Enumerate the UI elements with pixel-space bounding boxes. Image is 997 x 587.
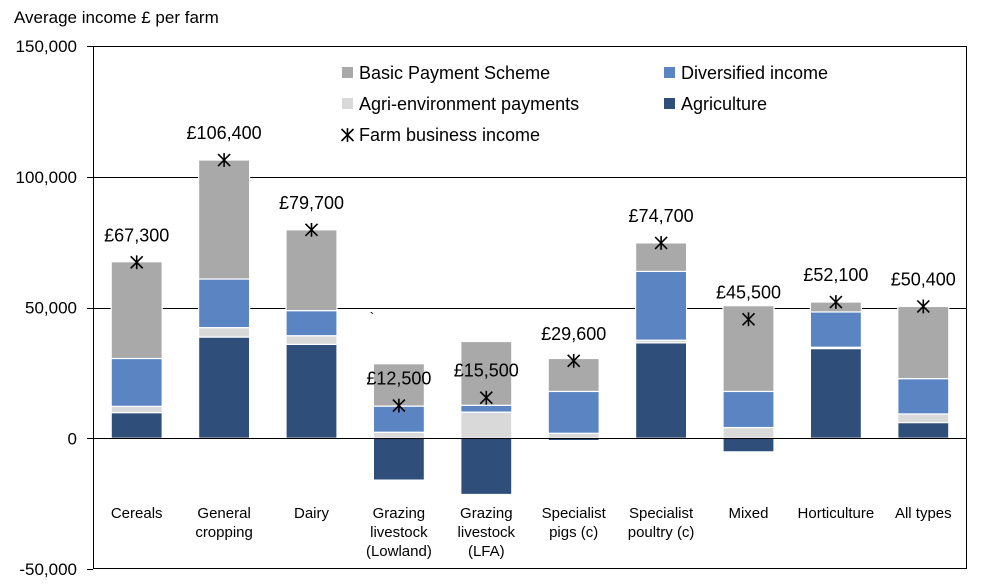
farm-business-income-markers xyxy=(130,153,930,413)
bar-segment xyxy=(198,336,251,439)
axes xyxy=(87,46,967,570)
bar-segment xyxy=(285,343,338,439)
bar-segment xyxy=(897,413,950,424)
fbi-value-label: £15,500 xyxy=(454,361,519,381)
bar-segment xyxy=(110,261,163,360)
bar-segment xyxy=(198,278,251,329)
fbi-value-label: £106,400 xyxy=(187,123,262,143)
bar-segment xyxy=(372,431,425,439)
x-tick-label: pigs (c) xyxy=(549,524,598,541)
bar-segment xyxy=(198,327,251,338)
y-axis-title: Average income £ per farm xyxy=(14,8,219,27)
bar-segment xyxy=(897,421,950,439)
x-tick-label: livestock xyxy=(370,524,428,541)
x-tick-label: Cereals xyxy=(111,505,163,522)
fbi-value-label: £12,500 xyxy=(366,369,431,389)
x-tick-label: Specialist xyxy=(542,505,607,522)
x-tick-label: (Lowland) xyxy=(366,543,432,560)
bar-segment xyxy=(809,311,863,348)
fbi-value-label: £67,300 xyxy=(104,225,169,245)
y-tick-label: -50,000 xyxy=(19,560,77,579)
x-tick-label: Horticulture xyxy=(798,505,875,522)
legend-swatch xyxy=(342,98,353,109)
x-tick-label: cropping xyxy=(195,524,253,541)
farm-business-income-marker xyxy=(217,153,231,167)
legend-label: Agri-environment payments xyxy=(359,94,579,114)
fbi-value-label: £45,500 xyxy=(716,282,781,302)
bar-segment xyxy=(110,412,163,439)
farm-business-income-marker xyxy=(392,398,406,413)
bar-segment xyxy=(547,432,600,439)
stacked-bars xyxy=(110,159,950,496)
bar-segment xyxy=(110,357,163,407)
fbi-value-label: £29,600 xyxy=(541,324,606,344)
legend-swatch xyxy=(664,67,675,78)
bar-segment xyxy=(897,305,950,380)
legend: Basic Payment Scheme Diversified income Ag… xyxy=(340,63,828,145)
x-tick-label: All types xyxy=(895,505,952,522)
bar-segment xyxy=(722,437,775,453)
bar-segment xyxy=(634,342,688,439)
bar-segment xyxy=(285,310,338,337)
bar-segment xyxy=(460,411,513,439)
x-tick-label: Mixed xyxy=(728,505,768,522)
fbi-value-label: £79,700 xyxy=(279,193,344,213)
x-tick-label: livestock xyxy=(458,524,516,541)
bar-segment xyxy=(460,437,513,496)
bar-segment xyxy=(285,335,338,345)
bar-segment xyxy=(722,426,775,439)
farm-business-income-marker xyxy=(479,390,493,405)
bar-segment xyxy=(809,347,863,439)
bar-segment xyxy=(460,404,513,413)
farm-business-income-marker xyxy=(130,255,144,270)
x-tick-label: Specialist xyxy=(629,505,694,522)
fbi-value-label: £74,700 xyxy=(629,206,694,226)
x-tick-label: poultry (c) xyxy=(628,524,695,541)
fbi-value-label: £52,100 xyxy=(803,265,868,285)
x-tick-label: General xyxy=(197,505,250,522)
bar-segment xyxy=(460,340,513,406)
legend-label: Basic Payment Scheme xyxy=(359,63,550,83)
farm-business-income-marker xyxy=(916,299,930,314)
stray-mark: ` xyxy=(370,309,375,325)
y-tick-label: 150,000 xyxy=(16,37,77,56)
y-tick-label: 100,000 xyxy=(16,168,77,187)
farm-business-income-marker xyxy=(741,312,756,327)
farm-business-income-marker xyxy=(304,222,319,237)
farm-business-income-marker xyxy=(654,236,668,250)
legend-label: Diversified income xyxy=(681,63,828,83)
x-tick-label: Grazing xyxy=(373,505,426,522)
bar-segment xyxy=(285,229,338,312)
bar-segment xyxy=(198,159,251,280)
x-tick-label: Grazing xyxy=(460,505,513,522)
x-tick-labels: Cereals General cropping Dairy Grazing livest… xyxy=(111,505,952,560)
legend-star-icon xyxy=(340,128,355,142)
bar-segment xyxy=(722,390,775,429)
plot-frame xyxy=(93,46,967,569)
x-tick-label: Dairy xyxy=(294,505,330,522)
y-tick-label: 50,000 xyxy=(25,299,77,318)
fbi-value-label: £50,400 xyxy=(891,269,956,289)
x-tick-label: (LFA) xyxy=(468,543,505,560)
legend-label: Agriculture xyxy=(681,94,767,114)
legend-swatch xyxy=(664,98,675,109)
farm-business-income-marker xyxy=(567,353,581,368)
farm-business-income-marker xyxy=(829,295,843,309)
bar-segment xyxy=(372,437,425,481)
data-labels: £67,300 £106,400 £79,700 £12,500 £15,500 £29,… xyxy=(104,123,956,389)
bar-segment xyxy=(110,405,163,414)
bar-segment xyxy=(897,378,950,415)
legend-label: Farm business income xyxy=(359,125,540,145)
y-tick-label: 0 xyxy=(68,429,77,448)
bar-segment xyxy=(547,390,600,434)
y-tick-labels: -50,000 0 50,000 100,000 150,000 xyxy=(16,37,77,579)
bar-segment xyxy=(634,270,688,341)
legend-swatch xyxy=(342,67,353,78)
